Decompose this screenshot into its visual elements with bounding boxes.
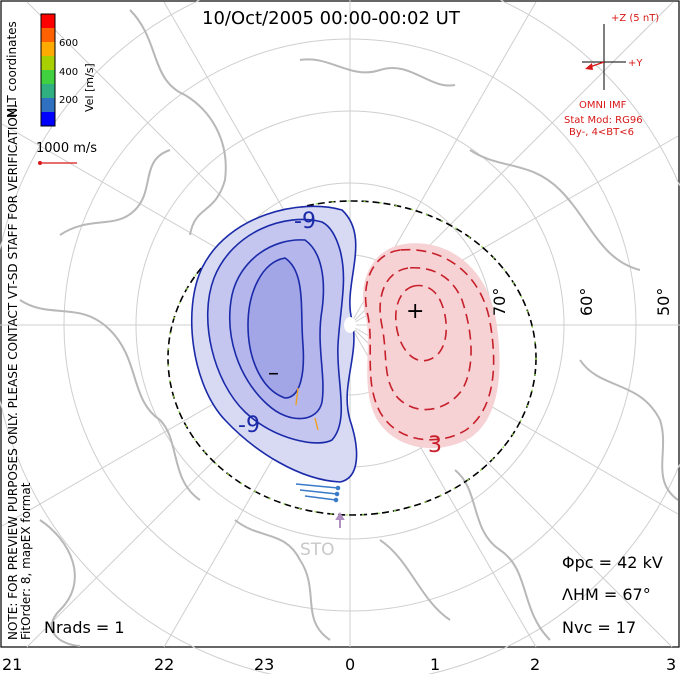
color-bar-segment bbox=[41, 112, 55, 127]
hm-boundary-vectors bbox=[167, 200, 537, 516]
fit-order-note: FitOrder: 8, mapEX format bbox=[19, 482, 33, 640]
preview-note: NOTE: FOR PREVIEW PURPOSES ONLY. PLEASE … bbox=[6, 104, 20, 640]
imf-model: Stat Mod: RG96 bbox=[564, 115, 643, 126]
scale-tick-400: 400 bbox=[59, 67, 78, 78]
imf-dial: +Z (5 nT) +Y OMNI IMF Stat Mod: RG96 By-… bbox=[564, 13, 659, 138]
color-bar-segment bbox=[41, 70, 55, 85]
map-title: 10/Oct/2005 00:00-00:02 UT bbox=[202, 8, 461, 29]
reference-vector-label: 1000 m/s bbox=[36, 141, 97, 156]
imf-y-label: +Y bbox=[628, 58, 643, 69]
reference-vector-dot bbox=[38, 161, 42, 165]
scale-unit-label: Vel [m/s] bbox=[83, 63, 96, 112]
station-marker bbox=[335, 512, 345, 528]
coastlines bbox=[19, 9, 679, 647]
color-bar-segment bbox=[41, 42, 55, 57]
color-bar-segment bbox=[41, 14, 55, 29]
latitude-label-70: 70° bbox=[490, 288, 509, 316]
color-bar-segment bbox=[41, 56, 55, 71]
scale-tick-600: 600 bbox=[59, 38, 78, 49]
positive-cell-middle bbox=[379, 266, 472, 411]
mlt-tick-22: 22 bbox=[154, 655, 174, 674]
color-bar-segment bbox=[41, 28, 55, 43]
mlt-axis: 21 22 23 0 1 2 3 bbox=[2, 655, 676, 674]
mlt-tick-0: 0 bbox=[345, 655, 355, 674]
latitude-label-50: 50° bbox=[654, 288, 673, 316]
stat-n-vc: Nvc = 17 bbox=[562, 618, 636, 637]
imf-vector-arrowhead bbox=[585, 63, 593, 70]
stat-phi-pc: Φpc = 42 kV bbox=[562, 553, 663, 572]
orange-vectors bbox=[295, 387, 319, 431]
stat-n-rads: Nrads = 1 bbox=[44, 618, 125, 637]
maximum-marker: + bbox=[406, 299, 424, 324]
negative-potential-cell bbox=[190, 205, 358, 483]
mlt-tick-2: 2 bbox=[530, 655, 540, 674]
stat-lambda-hm: ΛHM = 67° bbox=[562, 585, 651, 604]
mlt-tick-23: 23 bbox=[254, 655, 274, 674]
scale-tick-200: 200 bbox=[59, 95, 78, 106]
mlt-tick-3: 3 bbox=[666, 655, 676, 674]
positive-cell-outer bbox=[364, 248, 495, 441]
plot-frame bbox=[0, 0, 680, 648]
minimum-marker: – bbox=[268, 361, 279, 386]
contour-label-positive: 3 bbox=[428, 433, 442, 458]
color-bar-segment bbox=[41, 98, 55, 113]
station-label: STO bbox=[300, 540, 335, 560]
imf-source: OMNI IMF bbox=[579, 100, 627, 111]
positive-cell-inner bbox=[394, 284, 448, 362]
coordinates-label: MLT coordinates bbox=[5, 21, 19, 118]
pole-gap bbox=[344, 317, 356, 333]
imf-z-label: +Z (5 nT) bbox=[611, 13, 659, 24]
mlt-tick-1: 1 bbox=[430, 655, 440, 674]
mlt-tick-21: 21 bbox=[2, 655, 22, 674]
color-bar-outline bbox=[40, 13, 56, 127]
color-bar-segment bbox=[41, 84, 55, 99]
contour-label-negative-top: -9 bbox=[294, 209, 316, 234]
imf-condition: By-, 4<BT<6 bbox=[569, 127, 634, 138]
color-bar bbox=[41, 14, 55, 127]
latitude-label-60: 60° bbox=[577, 288, 596, 316]
velocity-color-scale: 600 400 200 Vel [m/s] MLT coordinates bbox=[5, 13, 96, 127]
contour-label-negative-bottom: -9 bbox=[238, 413, 260, 438]
positive-potential-cell bbox=[363, 243, 500, 449]
radar-vectors bbox=[295, 483, 341, 503]
negative-cell-level-4 bbox=[247, 257, 305, 399]
